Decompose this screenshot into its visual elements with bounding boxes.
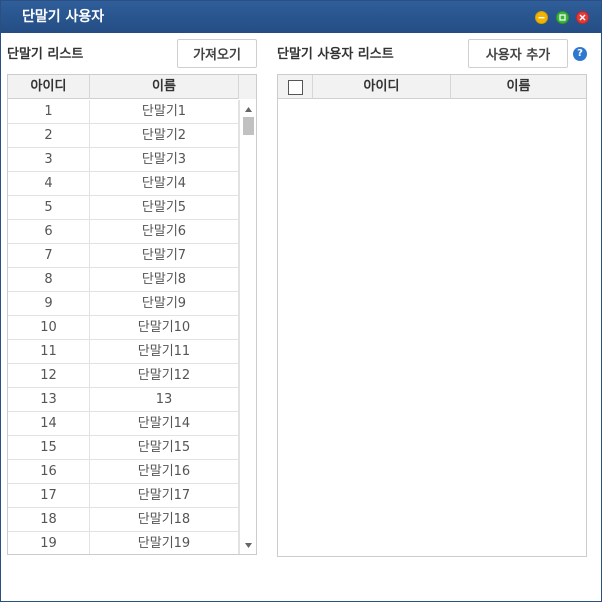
cell-id: 10 [8, 316, 90, 339]
vertical-scrollbar[interactable] [239, 100, 256, 554]
cell-id: 17 [8, 484, 90, 507]
terminal-list-rows: 1 단말기1 2 단말기2 3 단말기3 4 단말기4 5 단말기5 6 단말기6 7 단말기7 8 단말기8… [8, 100, 239, 554]
cell-name: 단말기19 [90, 532, 239, 554]
column-header-id[interactable]: 아이디 [8, 75, 90, 99]
table-row[interactable]: 8 단말기8 [8, 268, 239, 292]
window-title: 단말기 사용자 [22, 9, 105, 25]
close-icon[interactable] [576, 11, 589, 24]
cell-id: 3 [8, 148, 90, 171]
cell-id: 19 [8, 532, 90, 554]
cell-id: 13 [8, 388, 90, 411]
cell-name: 단말기17 [90, 484, 239, 507]
cell-id: 7 [8, 244, 90, 267]
table-row[interactable]: 18 단말기18 [8, 508, 239, 532]
cell-name: 단말기6 [90, 220, 239, 243]
table-row[interactable]: 10 단말기10 [8, 316, 239, 340]
table-row[interactable]: 4 단말기4 [8, 172, 239, 196]
table-row[interactable]: 1 단말기1 [8, 100, 239, 124]
table-row[interactable]: 13 13 [8, 388, 239, 412]
table-row[interactable]: 16 단말기16 [8, 460, 239, 484]
cell-name: 단말기8 [90, 268, 239, 291]
cell-id: 5 [8, 196, 90, 219]
cell-id: 14 [8, 412, 90, 435]
table-row[interactable]: 5 단말기5 [8, 196, 239, 220]
cell-id: 2 [8, 124, 90, 147]
scroll-down-icon[interactable] [240, 538, 256, 552]
cell-id: 11 [8, 340, 90, 363]
select-all-checkbox[interactable] [287, 79, 303, 95]
terminal-user-list-header: 아이디 이름 [278, 75, 586, 99]
cell-name: 단말기12 [90, 364, 239, 387]
select-all-cell [278, 75, 313, 99]
table-row[interactable]: 7 단말기7 [8, 244, 239, 268]
title-bar: 단말기 사용자 [1, 1, 601, 33]
table-row[interactable]: 12 단말기12 [8, 364, 239, 388]
cell-id: 15 [8, 436, 90, 459]
table-row[interactable]: 17 단말기17 [8, 484, 239, 508]
scroll-thumb[interactable] [243, 117, 254, 135]
minimize-icon[interactable] [535, 11, 548, 24]
cell-name: 단말기2 [90, 124, 239, 147]
table-row[interactable]: 3 단말기3 [8, 148, 239, 172]
cell-name: 단말기14 [90, 412, 239, 435]
table-row[interactable]: 6 단말기6 [8, 220, 239, 244]
cell-id: 4 [8, 172, 90, 195]
cell-name: 단말기9 [90, 292, 239, 315]
cell-name: 단말기11 [90, 340, 239, 363]
cell-name: 13 [90, 388, 239, 411]
cell-name: 단말기15 [90, 436, 239, 459]
cell-id: 12 [8, 364, 90, 387]
terminal-user-list-grid: 아이디 이름 [277, 74, 587, 557]
cell-name: 단말기4 [90, 172, 239, 195]
cell-id: 6 [8, 220, 90, 243]
terminal-list-title: 단말기 리스트 [7, 47, 84, 62]
terminal-user-list-title: 단말기 사용자 리스트 [277, 47, 394, 62]
terminal-list-grid: 아이디 이름 1 단말기1 2 단말기2 3 단말기3 4 단말기4 5 단말기5 6 단말기6 7 단말… [7, 74, 257, 555]
help-icon[interactable]: ? [573, 47, 587, 61]
maximize-icon[interactable] [556, 11, 569, 24]
table-row[interactable]: 11 단말기11 [8, 340, 239, 364]
cell-id: 18 [8, 508, 90, 531]
cell-id: 16 [8, 460, 90, 483]
table-row[interactable]: 9 단말기9 [8, 292, 239, 316]
cell-id: 1 [8, 100, 90, 123]
add-user-button[interactable]: 사용자 추가 [468, 39, 568, 68]
cell-id: 9 [8, 292, 90, 315]
scroll-up-icon[interactable] [240, 102, 256, 116]
cell-name: 단말기5 [90, 196, 239, 219]
column-header-id[interactable]: 아이디 [313, 75, 451, 99]
cell-name: 단말기10 [90, 316, 239, 339]
fetch-button[interactable]: 가져오기 [177, 39, 257, 68]
terminal-list-header: 아이디 이름 [8, 75, 256, 99]
column-header-name[interactable]: 이름 [506, 79, 531, 94]
table-row[interactable]: 19 단말기19 [8, 532, 239, 554]
cell-name: 단말기16 [90, 460, 239, 483]
cell-name: 단말기7 [90, 244, 239, 267]
table-row[interactable]: 14 단말기14 [8, 412, 239, 436]
column-header-name[interactable]: 이름 [90, 75, 239, 99]
cell-name: 단말기18 [90, 508, 239, 531]
cell-id: 8 [8, 268, 90, 291]
table-row[interactable]: 15 단말기15 [8, 436, 239, 460]
table-row[interactable]: 2 단말기2 [8, 124, 239, 148]
header-scroll-corner [239, 75, 256, 99]
cell-name: 단말기1 [90, 100, 239, 123]
cell-name: 단말기3 [90, 148, 239, 171]
